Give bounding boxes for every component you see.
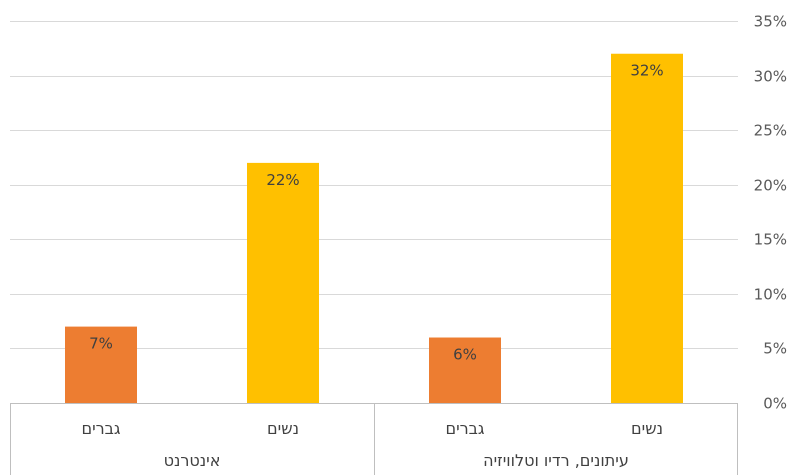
y-tick-label: 15% [754,231,787,249]
y-axis-ticks: 0% 5% 10% 15% 20% 25% 30% 35% [754,13,787,413]
bar [65,326,137,403]
category-label: נשים [267,419,299,438]
category-label: גברים [81,419,120,438]
category-label: גברים [445,419,484,438]
bar-value-label: 6% [453,346,477,364]
y-tick-label: 30% [754,68,787,86]
bar-value-label: 32% [630,62,663,80]
bar [611,53,683,403]
y-tick-label: 25% [754,122,787,140]
category-label: נשים [631,419,663,438]
bar-value-labels: 7% 22% 6% 32% [89,62,664,364]
group-label: עיתונים, רדיו וטלוויזיה [483,451,629,470]
bar-value-label: 22% [266,171,299,189]
y-tick-label: 0% [763,395,787,413]
bars [65,53,683,403]
bar [247,162,319,403]
y-tick-label: 5% [763,340,787,358]
group-label: אינטרנט [164,451,221,470]
bar-value-label: 7% [89,335,113,353]
gridlines [10,21,738,349]
y-tick-label: 35% [754,13,787,31]
bar [429,337,501,403]
y-tick-label: 20% [754,177,787,195]
y-tick-label: 10% [754,286,787,304]
